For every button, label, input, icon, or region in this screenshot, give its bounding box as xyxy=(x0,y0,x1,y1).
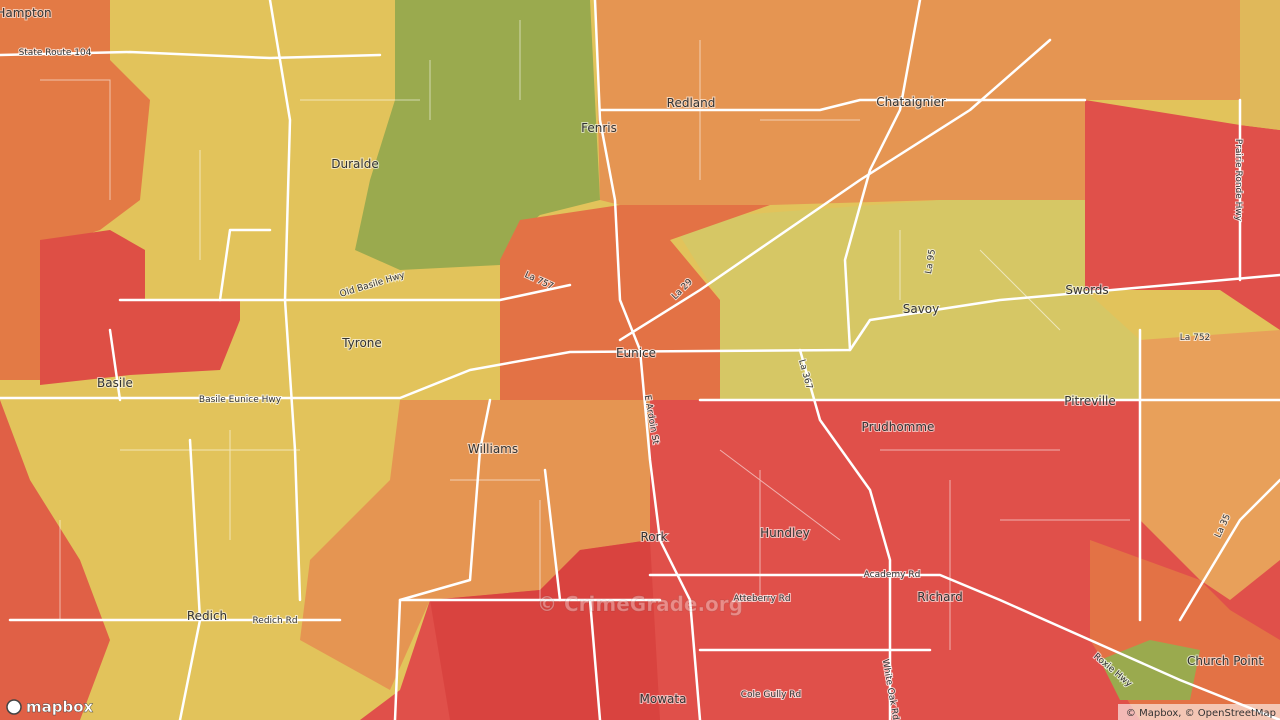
place-label: Redland xyxy=(667,96,716,110)
place-label: Hampton xyxy=(0,6,52,20)
logo-icon xyxy=(6,699,22,715)
attribution-bg xyxy=(1118,704,1280,720)
place-label: Church Point xyxy=(1187,654,1263,668)
logo: mapbox xyxy=(26,698,94,716)
watermark: © CrimeGrade.org xyxy=(537,592,743,616)
place-label: Pitreville xyxy=(1064,394,1116,408)
place-label: Eunice xyxy=(616,346,656,360)
place-label: Prudhomme xyxy=(862,420,935,434)
road-label: Redich Rd xyxy=(252,616,297,626)
road-label: Prairie Ronde Hwy xyxy=(1233,139,1243,222)
place-label: Duralde xyxy=(331,157,378,171)
attribution: © Mapbox, © OpenStreetMap xyxy=(1126,708,1276,719)
place-label: Rork xyxy=(640,530,667,544)
place-label: Redich xyxy=(187,609,227,623)
place-label: Swords xyxy=(1065,283,1108,297)
minor-roads xyxy=(40,20,1130,650)
place-label: Hundley xyxy=(760,526,810,540)
place-label: Mowata xyxy=(640,692,687,706)
road-label: Cole Gully Rd xyxy=(741,690,802,700)
road-label: Academy Rd xyxy=(864,570,921,580)
road-label: State Route 104 xyxy=(19,48,92,58)
place-label: Chataignier xyxy=(876,95,946,109)
road-label: Basile Eunice Hwy xyxy=(199,395,282,405)
place-label: Fenris xyxy=(581,121,617,135)
place-label: Basile xyxy=(97,376,133,390)
road-label: La 752 xyxy=(1180,333,1211,343)
place-label: Williams xyxy=(468,442,518,456)
place-label: Savoy xyxy=(903,302,940,316)
place-label: Tyrone xyxy=(341,336,382,350)
place-label: Richard xyxy=(917,590,963,604)
road-label: Atteberry Rd xyxy=(733,594,790,604)
